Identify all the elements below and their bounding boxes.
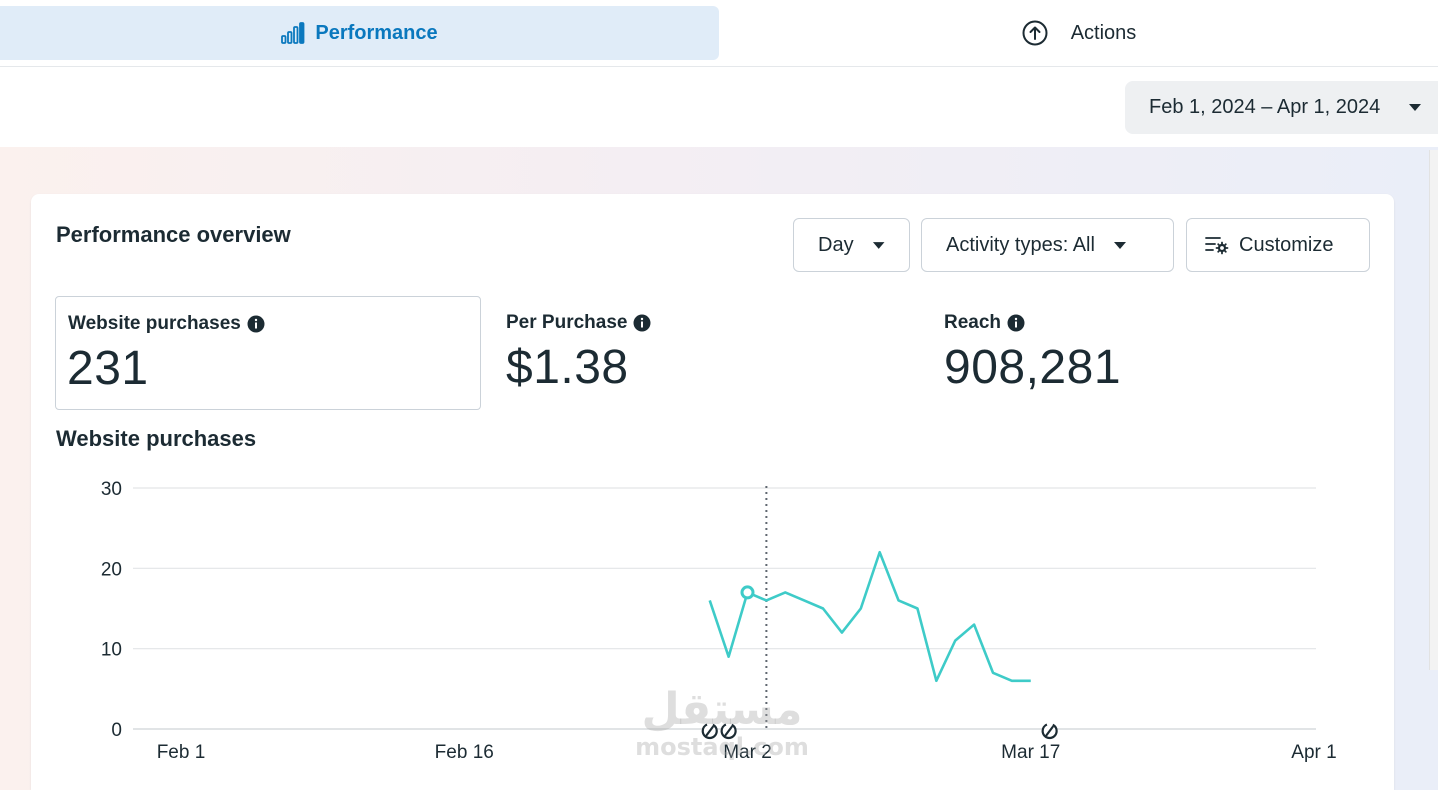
metric-label-row: Website purchases	[68, 313, 265, 335]
x-tick-label: Mar 17	[1001, 742, 1060, 763]
caret-down-icon	[1113, 241, 1126, 249]
card-title: Performance overview	[56, 222, 291, 247]
metric-label-row: Reach	[944, 312, 1025, 334]
tab-performance[interactable]: Performance	[0, 6, 719, 60]
metric-value: $1.38	[506, 341, 629, 394]
event-marker-needle	[1045, 725, 1054, 737]
tab-bar: Performance Actions	[0, 0, 1438, 67]
bar-chart-icon	[281, 22, 305, 44]
metric-website-purchases[interactable]: Website purchases 231	[55, 296, 481, 410]
metric-label: Per Purchase	[506, 312, 628, 333]
tab-actions-label: Actions	[1070, 21, 1137, 44]
event-marker-needle	[724, 725, 733, 737]
tab-actions[interactable]: Actions	[719, 6, 1438, 60]
event-marker-icon[interactable]	[1041, 722, 1058, 740]
event-marker-icon[interactable]	[701, 722, 718, 740]
y-tick-label: 10	[101, 640, 122, 661]
metric-label: Reach	[944, 312, 1002, 333]
metric-value: 231	[67, 342, 149, 395]
settings-list-icon	[1205, 237, 1229, 255]
customize-label: Customize	[1239, 233, 1334, 256]
x-tick-label: Feb 16	[435, 742, 494, 763]
scrollbar[interactable]	[1429, 150, 1438, 670]
x-tick-label: Feb 1	[157, 742, 206, 763]
y-tick-label: 0	[111, 720, 122, 741]
metric-label: Website purchases	[68, 313, 241, 334]
caret-down-icon	[872, 241, 885, 249]
info-icon[interactable]	[247, 315, 265, 333]
date-range-row: Feb 1, 2024 – Apr 1, 2024	[0, 67, 1438, 147]
metric-reach[interactable]: Reach 908,281	[932, 296, 1352, 410]
day-dropdown[interactable]: Day	[793, 218, 910, 272]
x-tick-label: Mar 2	[723, 742, 772, 763]
info-icon[interactable]	[633, 314, 651, 332]
metric-label-row: Per Purchase	[506, 312, 651, 334]
y-tick-label: 30	[101, 479, 122, 500]
series-line	[708, 550, 1031, 683]
activity-types-label: Activity types: All	[946, 233, 1095, 256]
event-marker-icon[interactable]	[720, 722, 737, 740]
day-dropdown-label: Day	[818, 233, 854, 256]
x-tick-label: Apr 1	[1291, 742, 1336, 763]
date-range-picker[interactable]: Feb 1, 2024 – Apr 1, 2024	[1125, 81, 1438, 134]
info-icon[interactable]	[1007, 314, 1025, 332]
tab-performance-label: Performance	[315, 21, 438, 44]
event-marker-needle	[705, 725, 714, 737]
data-point	[740, 585, 755, 600]
metric-per-purchase[interactable]: Per Purchase $1.38	[494, 296, 914, 410]
caret-down-icon	[1409, 104, 1421, 111]
date-range-label: Feb 1, 2024 – Apr 1, 2024	[1149, 96, 1381, 118]
performance-overview-card: Performance overview Day Activity types:…	[31, 194, 1394, 790]
customize-button[interactable]: Customize	[1186, 218, 1370, 272]
metric-value: 908,281	[944, 341, 1122, 394]
y-tick-label: 20	[101, 559, 122, 580]
chart-title: Website purchases	[56, 426, 257, 451]
activity-types-dropdown[interactable]: Activity types: All	[921, 218, 1174, 272]
arrow-up-circle-icon	[1022, 20, 1048, 46]
